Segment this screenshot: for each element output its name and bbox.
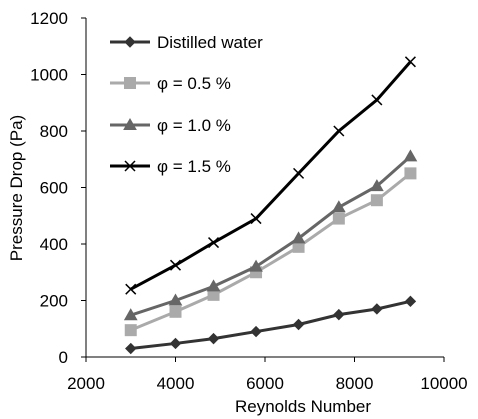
legend: Distilled water φ = 0.5 % φ = 1.0 % φ = 1.5… [110, 33, 263, 176]
legend-label: φ = 1.5 % [157, 157, 231, 176]
y-tick-labels: 0 200 400 600 800 1000 1200 [30, 9, 86, 367]
series-0 [125, 295, 417, 355]
data-point [293, 167, 305, 179]
data-point [291, 231, 306, 244]
legend-marker [124, 77, 136, 89]
data-point [404, 295, 417, 308]
y-tick-label: 600 [40, 179, 68, 198]
data-point [169, 305, 182, 318]
legend-label: φ = 1.0 % [157, 116, 231, 135]
data-point [370, 194, 383, 207]
data-point [333, 308, 345, 321]
x-tick-label: 2000 [67, 374, 105, 393]
y-tick-label: 400 [40, 235, 68, 254]
data-point [125, 283, 137, 295]
data-point [333, 125, 345, 137]
data-point [169, 259, 182, 271]
x-tick-label: 4000 [157, 374, 195, 393]
data-point [404, 56, 416, 68]
x-tick-label: 8000 [336, 374, 374, 393]
series-2 [123, 149, 418, 321]
legend-item: φ = 1.0 % [110, 116, 231, 135]
data-point [250, 213, 262, 225]
series-line [130, 172, 412, 332]
data-point [249, 259, 263, 272]
data-point [403, 149, 418, 162]
legend-label: Distilled water [157, 33, 263, 52]
data-point [207, 332, 220, 345]
x-tick-label: 10000 [420, 374, 467, 393]
data-point [125, 342, 137, 355]
series-line [130, 299, 411, 351]
x-tick-labels: 2000 4000 6000 8000 10000 [67, 357, 468, 393]
legend-marker [124, 36, 136, 48]
y-axis-label: Pressure Drop (Pa) [7, 115, 26, 261]
series-3 [125, 56, 416, 295]
data-point [331, 200, 346, 213]
data-point [404, 167, 417, 180]
data-point [371, 303, 383, 315]
series-1 [124, 167, 417, 337]
legend-label: φ = 0.5 % [157, 74, 231, 93]
x-tick-label: 6000 [246, 374, 284, 393]
legend-item: Distilled water [110, 33, 263, 52]
data-point [206, 279, 221, 292]
series-line [130, 60, 412, 291]
data-point [371, 94, 383, 106]
legend-marker [123, 117, 137, 130]
y-tick-label: 1200 [30, 9, 68, 28]
data-point [208, 237, 220, 249]
series-layer [123, 56, 418, 355]
data-point [169, 337, 182, 350]
data-point [168, 293, 183, 306]
data-point [332, 212, 345, 225]
series-line [130, 155, 412, 317]
y-tick-label: 1000 [30, 66, 68, 85]
legend-item: φ = 1.5 % [110, 157, 231, 176]
y-tick-label: 0 [59, 348, 68, 367]
y-tick-label: 800 [40, 122, 68, 141]
data-point [123, 308, 138, 321]
y-tick-label: 200 [40, 292, 68, 311]
data-point [250, 325, 262, 338]
data-point [124, 324, 137, 337]
legend-marker [124, 160, 136, 172]
legend-item: φ = 0.5 % [110, 74, 231, 93]
x-axis-label: Reynolds Number [235, 397, 371, 416]
data-point [292, 318, 305, 331]
data-point [370, 179, 384, 192]
